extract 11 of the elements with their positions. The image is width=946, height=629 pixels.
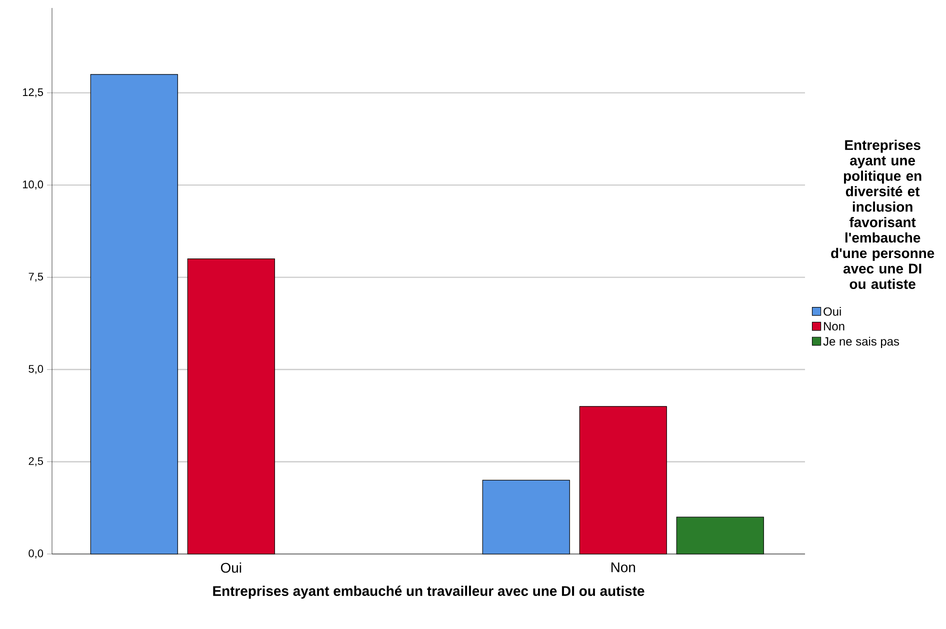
legend-label: Non <box>824 322 844 330</box>
y-tick-label: 7,5 <box>28 272 44 282</box>
y-tick-label: 2,5 <box>28 457 44 466</box>
y-tick-label: 0,0 <box>28 549 44 559</box>
y-tick-label: 12,5 <box>22 88 44 98</box>
legend-label: Je ne sais pas <box>823 336 900 348</box>
text: Entreprises ayant une politique en diversité et inclusion favorisant l'embauche d'une personne avec une DI ou autiste <box>831 140 934 289</box>
x-axis-title: Entreprises ayant embauché un travailleur avec une DI ou autiste <box>213 586 644 599</box>
y-tick-label: 5,0 <box>28 365 44 374</box>
legend-label: Oui <box>824 307 841 316</box>
y-tick-label: 10,0 <box>22 180 44 190</box>
